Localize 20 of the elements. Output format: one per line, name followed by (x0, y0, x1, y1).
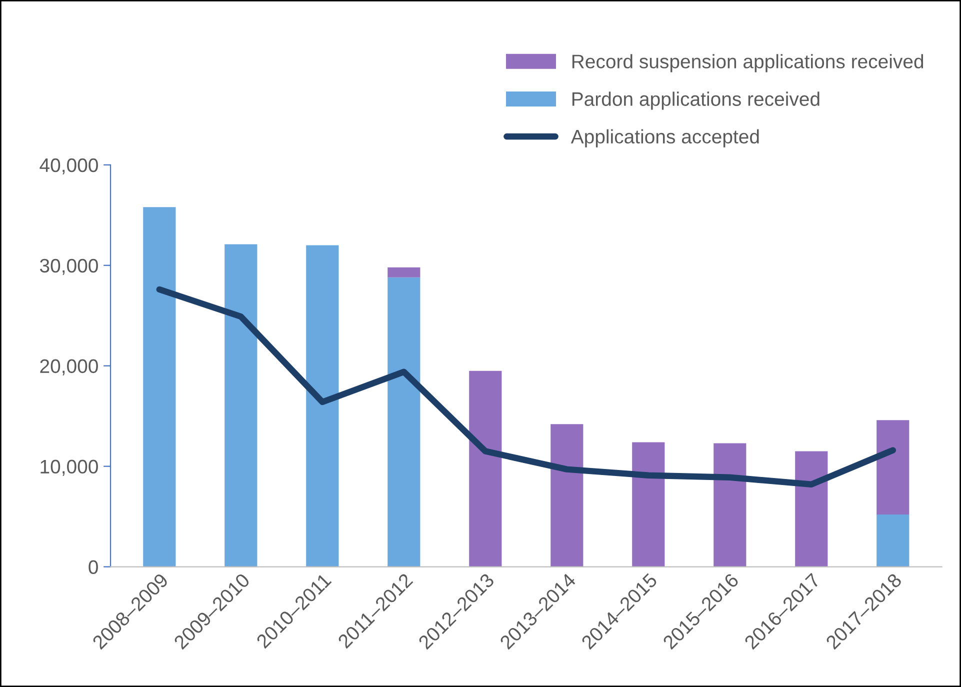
legend-label: Applications accepted (570, 129, 759, 148)
legend-label: Record suspension applications received (572, 54, 924, 72)
y-tick-label: 40,000 (40, 158, 98, 174)
bar (388, 277, 420, 567)
bar (795, 451, 828, 567)
bar (306, 245, 339, 567)
y-tick-label: 10,000 (40, 460, 98, 476)
bar (550, 424, 584, 567)
bar (469, 370, 502, 567)
bar (876, 420, 910, 515)
y-tick-label: 30,000 (40, 258, 98, 275)
bar (714, 443, 746, 567)
bar (632, 442, 665, 567)
y-tick-label: 0 (88, 560, 98, 574)
y-tick-label: 20,000 (40, 359, 98, 376)
bar (143, 207, 176, 567)
legend-label: Pardon applications received (572, 92, 820, 110)
bar (876, 514, 910, 567)
bar (224, 244, 258, 567)
bar (388, 267, 420, 278)
